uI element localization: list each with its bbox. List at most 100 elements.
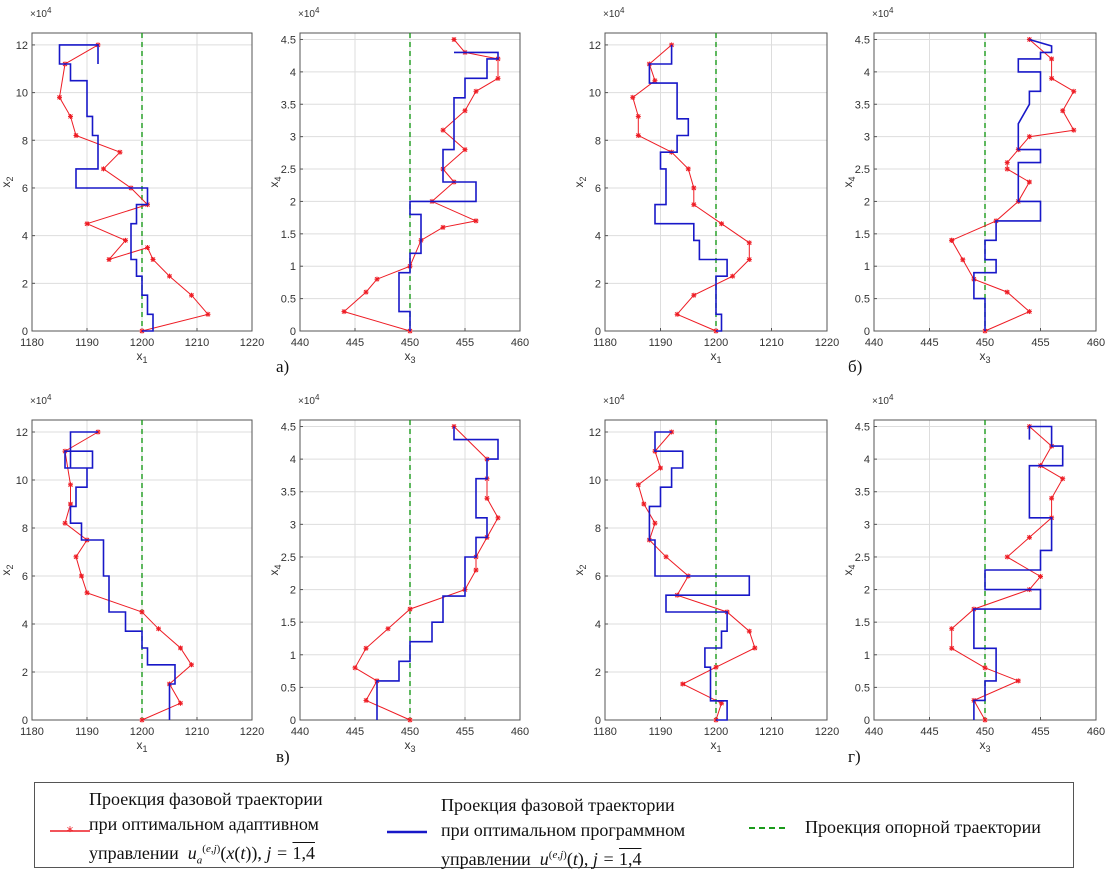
y-tick-label: 4.5: [855, 422, 870, 434]
y-tick-label: 2.5: [855, 164, 870, 176]
y-tick-label: 4: [290, 454, 296, 466]
y-tick-label: 8: [595, 523, 601, 535]
adaptive-point: [62, 520, 68, 526]
x-tick-label: 1180: [20, 726, 44, 738]
adaptive-point: [685, 166, 691, 172]
x-tick-label: 450: [976, 726, 994, 738]
legend-adaptive-marker: *: [67, 825, 74, 837]
x-axis-label: x1: [710, 738, 721, 754]
program-trajectory-line: [376, 426, 499, 720]
adaptive-point: [1049, 75, 1055, 81]
y-tick-label: 2.5: [281, 164, 296, 176]
adaptive-point: [73, 554, 79, 560]
adaptive-point: [691, 202, 697, 208]
x-tick-label: 1210: [185, 337, 209, 349]
panel-label: б): [848, 357, 862, 376]
adaptive-point-d2: [949, 626, 955, 632]
adaptive-point-d2: [746, 240, 752, 246]
adaptive-point-d2: [1071, 88, 1077, 94]
adaptive-point-d2: [652, 520, 658, 526]
adaptive-point: [652, 520, 658, 526]
x-tick-label: 455: [456, 726, 474, 738]
adaptive-point: [663, 554, 669, 560]
x-axis-label: x3: [404, 349, 415, 365]
legend-adaptive-line3: управлении ua(e,j)(x(t)), j = 1,4: [89, 843, 315, 867]
program-trajectory-line: [648, 431, 751, 721]
program-trajectory-line: [973, 38, 1053, 331]
adaptive-point: [156, 626, 161, 632]
adaptive-point-d2: [205, 311, 211, 317]
y-tick-label: 0: [595, 715, 601, 727]
y-tick-label: 8: [22, 523, 28, 535]
adaptive-point-d2: [635, 482, 641, 488]
adaptive-point: [145, 245, 150, 251]
adaptive-point-d2: [484, 495, 490, 501]
y-axis-label: x2: [0, 176, 15, 187]
y-multiplier-label: ×104: [30, 393, 52, 407]
y-tick-label: 1.5: [281, 229, 296, 241]
adaptive-point: [1026, 134, 1032, 140]
y-tick-label: 8: [595, 135, 601, 147]
legend-adaptive-jeq: j =: [266, 843, 288, 863]
adaptive-point: [1015, 678, 1021, 684]
y-tick-label: 3: [864, 132, 870, 144]
adaptive-point-d2: [752, 645, 758, 651]
adaptive-point: [1038, 574, 1043, 580]
x-tick-label: 1190: [649, 337, 673, 349]
adaptive-point: [84, 221, 90, 227]
adaptive-point-d2: [960, 257, 966, 263]
adaptive-point-d2: [139, 717, 145, 723]
y-tick-label: 10: [16, 88, 28, 100]
x-tick-label: 1190: [649, 726, 673, 738]
y-tick-label: 4: [22, 619, 28, 631]
y-axis-label-subscript: 2: [578, 176, 588, 181]
adaptive-point-d2: [680, 681, 686, 687]
adaptive-point-d2: [1027, 535, 1032, 540]
adaptive-point: [167, 273, 172, 279]
adaptive-point: [1060, 476, 1066, 482]
legend-program-jeq: j =: [592, 849, 615, 869]
y-tick-label: 3: [290, 519, 296, 531]
y-multiplier-label: ×104: [298, 393, 320, 407]
y-tick-label: 0.5: [281, 294, 296, 306]
adaptive-point-d2: [663, 554, 669, 560]
adaptive-point: [79, 573, 84, 579]
y-tick-label: 0.5: [855, 682, 870, 694]
y-tick-label: 3.5: [855, 99, 870, 111]
y-axis-label: x2: [0, 564, 15, 575]
x-tick-label: 1220: [240, 726, 264, 738]
adaptive-point: [363, 697, 369, 703]
y-multiplier-label: ×104: [872, 6, 894, 20]
y-tick-label: 10: [589, 88, 601, 100]
adaptive-point: [746, 240, 752, 246]
legend-reference-label: Проекция опорной траектории: [805, 817, 1041, 837]
y-axis-label: x4: [267, 564, 283, 575]
adaptive-point-d2: [84, 221, 90, 227]
adaptive-point: [73, 133, 79, 139]
adaptive-point-d2: [652, 78, 658, 84]
x-tick-label: 440: [865, 337, 883, 349]
y-multiplier-exponent: 4: [315, 6, 320, 15]
x-tick-label: 455: [1031, 337, 1049, 349]
adaptive-point-d2: [1004, 160, 1010, 165]
y-tick-label: 0: [22, 715, 28, 727]
adaptive-point: [949, 626, 955, 632]
adaptive-point-d2: [685, 166, 691, 172]
y-tick-label: 4: [595, 619, 601, 631]
y-tick-label: 4: [864, 454, 870, 466]
x-tick-label: 440: [291, 337, 309, 349]
y-tick-label: 2: [22, 278, 28, 290]
adaptive-point-d2: [407, 606, 413, 612]
x-tick-label: 445: [920, 337, 938, 349]
adaptive-point: [150, 256, 156, 262]
y-axis-label-subscript: 2: [5, 176, 15, 181]
adaptive-point-d2: [440, 224, 446, 230]
y-tick-label: 3: [290, 132, 296, 144]
y-tick-label: 6: [595, 183, 601, 195]
panel-label: г): [848, 747, 861, 766]
adaptive-point-d2: [106, 257, 112, 262]
adaptive-point: [189, 662, 194, 668]
adaptive-point-d2: [674, 311, 680, 317]
x-tick-label: 1200: [704, 726, 728, 738]
